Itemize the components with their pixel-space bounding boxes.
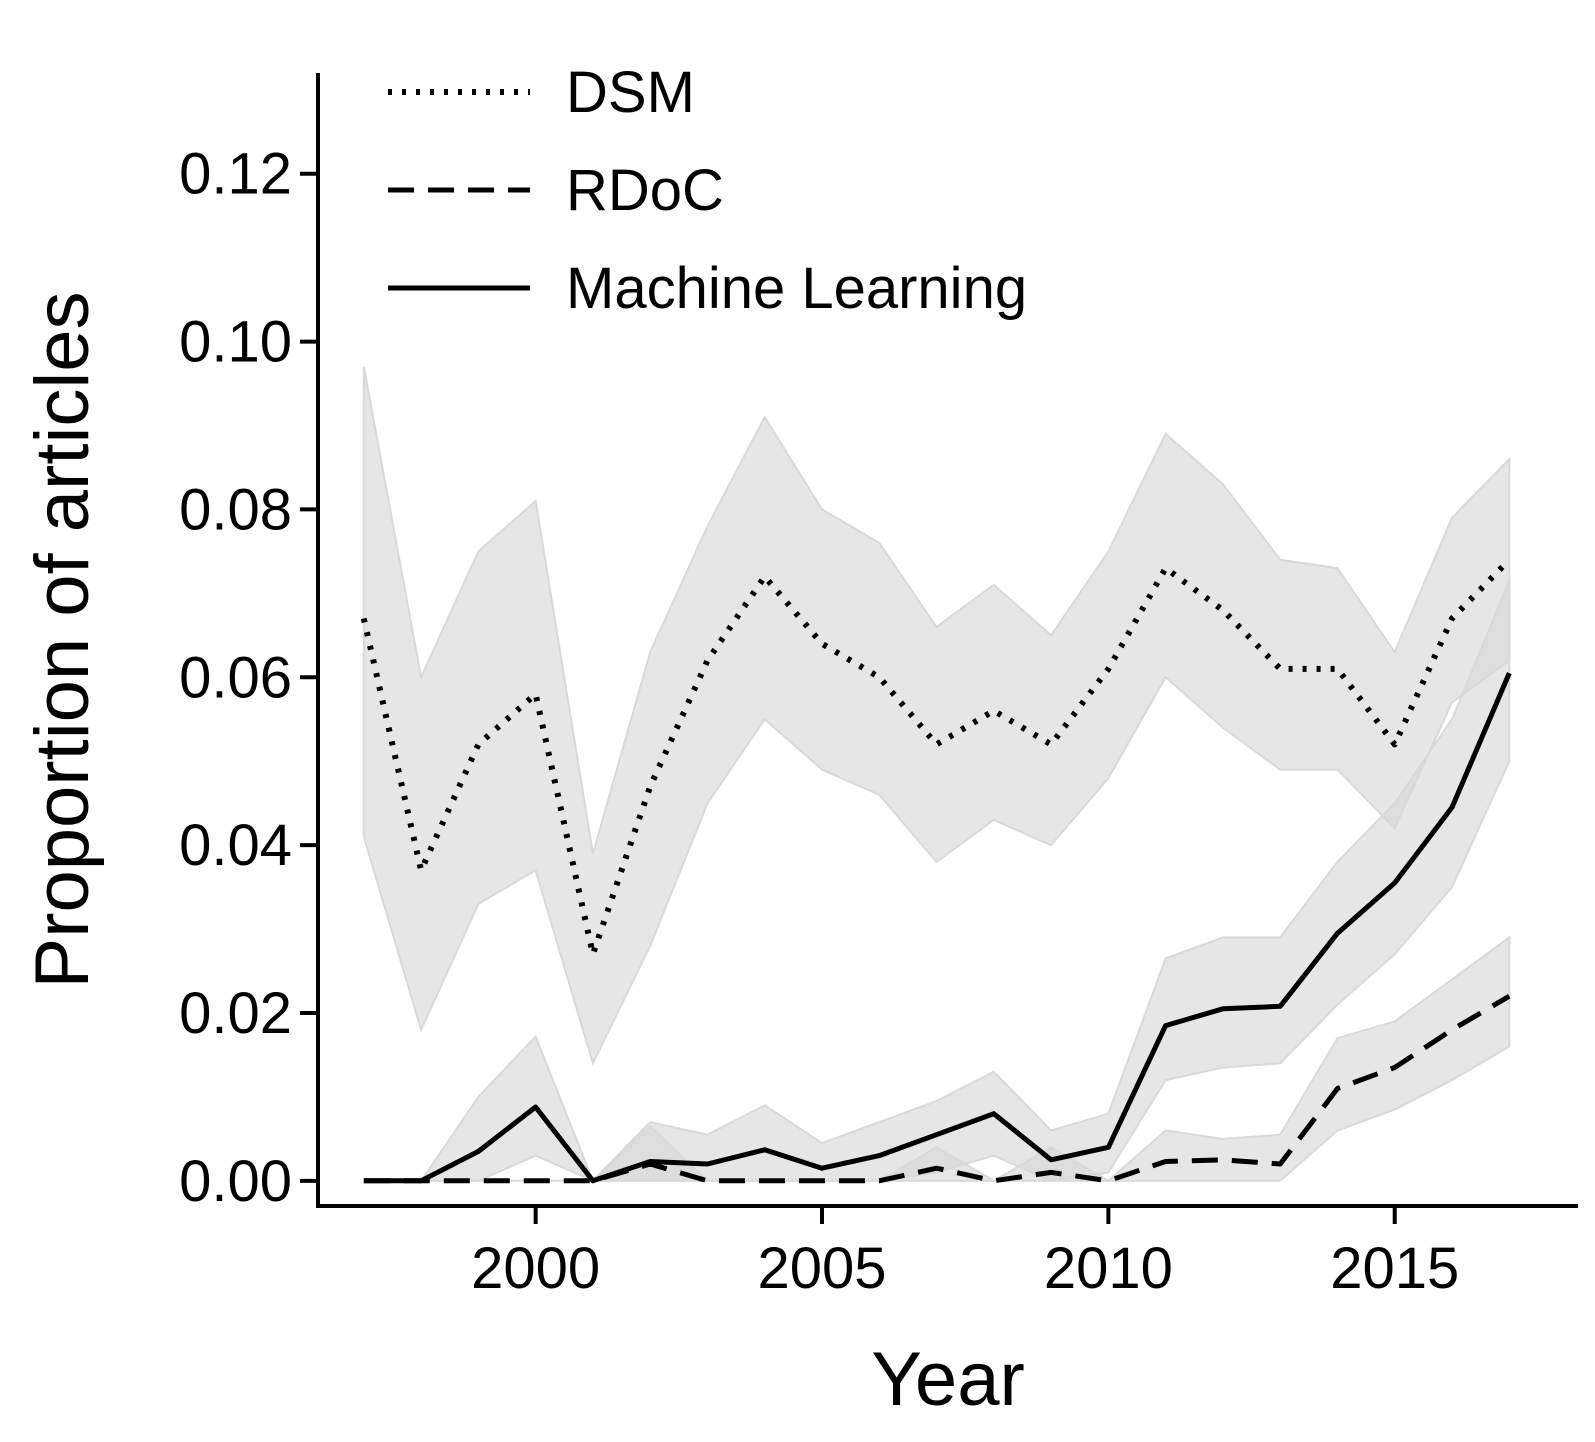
x-tick-label: 2010: [1044, 1236, 1173, 1301]
y-tick-label: 0.10: [179, 310, 292, 375]
y-tick-label: 0.04: [179, 813, 292, 878]
rdoc-line: [363, 994, 1511, 1184]
y-tick-label: 0.08: [179, 477, 292, 542]
legend-label-machine-learning: Machine Learning: [566, 256, 1027, 321]
machine-learning-confidence-band: [363, 580, 1511, 1183]
y-axis-title: Proportion of articles: [20, 292, 105, 989]
x-tick-label: 2005: [757, 1236, 886, 1301]
y-tick-label: 0.06: [179, 645, 292, 710]
legend-label-rdoc: RDoC: [566, 158, 724, 223]
legend: DSM RDoC Machine Learning: [388, 60, 1027, 321]
x-tick-label: 2015: [1330, 1236, 1459, 1301]
y-ticks: 0.00 0.02 0.04 0.06 0.08 0.10 0.12: [179, 142, 318, 1214]
y-tick-label: 0.02: [179, 981, 292, 1046]
confidence-bands: [362, 366, 1511, 1183]
dsm-line: [360, 557, 1512, 958]
legend-label-dsm: DSM: [566, 60, 695, 125]
machine-learning-line: [363, 672, 1512, 1184]
axes: [316, 73, 1578, 1208]
y-tick-label: 0.12: [179, 142, 292, 207]
x-axis-title: Year: [871, 1337, 1025, 1422]
series-lines: [360, 557, 1512, 1184]
x-ticks: 2000 2005 2010 2015: [471, 1206, 1459, 1301]
x-tick-label: 2000: [471, 1236, 600, 1301]
y-tick-label: 0.00: [179, 1149, 292, 1214]
